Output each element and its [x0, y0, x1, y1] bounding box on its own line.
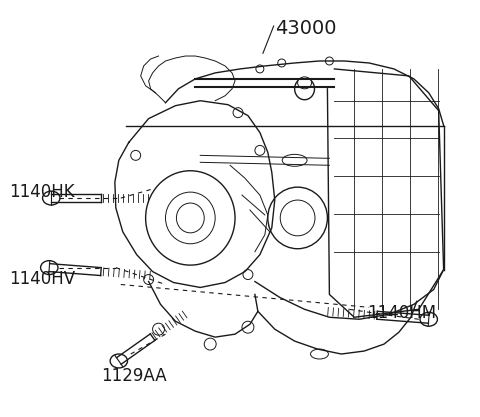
Text: 43000: 43000 — [275, 19, 336, 38]
Text: 1140HM: 1140HM — [367, 304, 436, 322]
Text: 1140HK: 1140HK — [10, 183, 75, 201]
Ellipse shape — [43, 191, 60, 205]
Text: 1129AA: 1129AA — [101, 367, 167, 385]
Ellipse shape — [420, 312, 437, 326]
Ellipse shape — [110, 354, 128, 368]
Ellipse shape — [41, 261, 58, 274]
Ellipse shape — [298, 77, 312, 89]
Text: 1140HV: 1140HV — [10, 269, 76, 288]
Ellipse shape — [295, 78, 314, 100]
